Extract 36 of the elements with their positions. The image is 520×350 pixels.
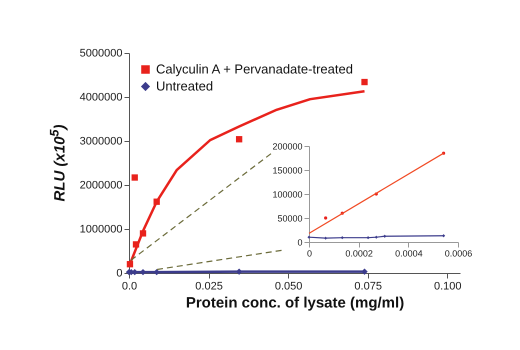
point [366,236,370,240]
point [361,78,368,86]
x-tick-label: 0.0006 [444,248,472,258]
y-tick-label: 150000 [272,166,302,176]
y-tick-label: 0 [297,238,302,248]
x-tick-label: 0.025 [195,280,223,292]
y-tick-label: 50000 [277,214,302,224]
point [442,234,446,238]
x-tick-label: 0.0 [122,280,138,292]
x-tick-label: 0.050 [274,280,302,292]
point [324,236,328,240]
y-tick-label: 100000 [272,190,302,200]
point [383,234,386,238]
point [154,268,160,276]
point [307,236,311,239]
point [374,236,378,239]
y-tick-label: 2000000 [80,180,122,192]
x-tick-label: 0.075 [354,280,382,292]
x-tick-label: 0.0004 [395,248,423,258]
point [361,268,368,275]
point [340,236,344,240]
point [324,216,328,220]
point [132,174,138,181]
x-axis-title: Protein conc. of lysate (mg/ml) [186,294,404,312]
x-tick-label: 0.0002 [345,248,373,258]
x-tick-label: 0 [306,248,312,258]
y-tick-label: 1000000 [80,224,122,236]
y-tick-label: 0 [116,268,122,280]
y-tick-label: 5000000 [80,48,122,60]
x-tick-label: 0.100 [434,280,462,292]
y-tick-label: 3000000 [80,136,122,148]
y-tick-label: 4000000 [80,92,122,104]
legend-label: Calyculin A + Pervanadate-treated [156,62,353,76]
legend-label: Untreated [156,78,214,94]
y-tick-label: 200000 [272,142,302,152]
point [236,136,242,142]
